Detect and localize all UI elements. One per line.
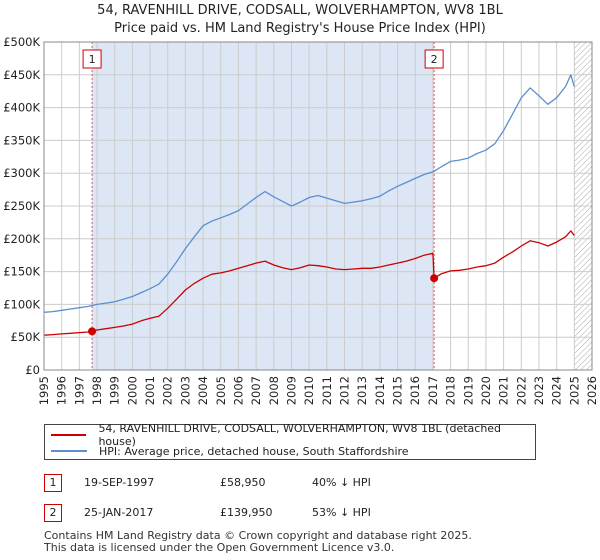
legend-swatch-hpi xyxy=(51,450,87,452)
y-tick-label: £0 xyxy=(25,363,40,377)
x-tick-label: 2005 xyxy=(214,376,228,405)
x-tick-label: 2010 xyxy=(302,376,316,405)
legend-swatch-property xyxy=(51,434,87,436)
y-tick-label: £200K xyxy=(3,232,40,246)
property-price-line xyxy=(43,230,575,336)
x-tick-label: 2009 xyxy=(284,376,298,405)
x-tick-label: 2023 xyxy=(532,376,546,405)
x-tick-label: 2013 xyxy=(355,376,369,405)
sale-point xyxy=(88,327,97,336)
y-tick-label: £100K xyxy=(3,297,40,311)
x-tick-label: 2007 xyxy=(249,376,263,405)
x-tick-label: 2022 xyxy=(514,376,528,405)
x-tick-label: 2003 xyxy=(178,376,192,405)
x-tick-label: 2019 xyxy=(461,376,475,405)
x-tick-label: 2024 xyxy=(550,376,564,405)
legend-item-property: 54, RAVENHILL DRIVE, CODSALL, WOLVERHAMP… xyxy=(51,422,535,448)
x-tick-label: 2021 xyxy=(497,376,511,405)
x-tick-label: 2011 xyxy=(320,376,334,405)
sale-marker-label: 1 xyxy=(89,53,96,66)
hpi-line xyxy=(43,74,575,313)
sale-point xyxy=(430,274,439,283)
x-tick-label: 2000 xyxy=(125,376,139,405)
title-line-1: 54, RAVENHILL DRIVE, CODSALL, WOLVERHAMP… xyxy=(97,3,503,18)
plot-border xyxy=(43,41,593,371)
legend-label-hpi: HPI: Average price, detached house, Sout… xyxy=(99,444,409,458)
x-tick-label: 2006 xyxy=(231,376,245,405)
x-tick-label: 2002 xyxy=(161,376,175,405)
sale-hpi-diff: 40% ↓ HPI xyxy=(312,476,371,489)
x-tick-label: 1997 xyxy=(72,376,86,405)
sale-hpi-diff: 53% ↓ HPI xyxy=(312,506,371,519)
x-tick-label: 2008 xyxy=(267,376,281,405)
x-tick-label: 2020 xyxy=(479,376,493,405)
x-tick-label: 2012 xyxy=(338,376,352,405)
x-tick-label: 2025 xyxy=(567,376,581,405)
x-tick-label: 1996 xyxy=(55,376,69,405)
y-tick-label: £400K xyxy=(3,101,40,115)
footer-line-1: Contains HM Land Registry data © Crown c… xyxy=(44,529,472,542)
x-tick-label: 2016 xyxy=(408,376,422,405)
sale-number-badge: 1 xyxy=(44,474,62,492)
legend-label-property: 54, RAVENHILL DRIVE, CODSALL, WOLVERHAMP… xyxy=(98,422,502,448)
y-tick-label: £300K xyxy=(3,166,40,180)
sale-date: 19-SEP-1997 xyxy=(84,476,155,489)
sale-number-badge: 2 xyxy=(44,504,62,522)
sale-date: 25-JAN-2017 xyxy=(84,506,154,519)
sale-price: £58,950 xyxy=(220,476,266,489)
title-line-2: Price paid vs. HM Land Registry's House … xyxy=(114,21,486,36)
x-tick-label: 2018 xyxy=(444,376,458,405)
footer-line-2: This data is licensed under the Open Gov… xyxy=(44,541,395,554)
sale-marker-box xyxy=(82,49,102,69)
x-tick-label: 2014 xyxy=(373,376,387,405)
y-tick-label: £150K xyxy=(3,265,40,279)
sale-marker-box xyxy=(424,49,444,69)
legend: 54, RAVENHILL DRIVE, CODSALL, WOLVERHAMP… xyxy=(44,422,536,460)
sale-price: £139,950 xyxy=(220,506,273,519)
x-tick-label: 2026 xyxy=(585,376,599,405)
x-tick-label: 2017 xyxy=(426,376,440,405)
x-tick-label: 1998 xyxy=(90,376,104,405)
legend-item-hpi: HPI: Average price, detached house, Sout… xyxy=(51,444,409,458)
y-tick-label: £50K xyxy=(11,330,41,344)
y-tick-label: £250K xyxy=(3,199,40,213)
y-tick-label: £350K xyxy=(3,133,40,147)
chart-title: 54, RAVENHILL DRIVE, CODSALL, WOLVERHAMP… xyxy=(0,2,600,38)
sale-row-2: 2 25-JAN-2017 £139,950 53% ↓ HPI xyxy=(44,504,584,524)
footer: Contains HM Land Registry data © Crown c… xyxy=(44,530,472,554)
sale-row-1: 1 19-SEP-1997 £58,950 40% ↓ HPI xyxy=(44,474,584,494)
y-tick-label: £450K xyxy=(3,68,40,82)
x-tick-label: 2001 xyxy=(143,376,157,405)
y-tick-label: £500K xyxy=(3,35,40,49)
x-tick-label: 2004 xyxy=(196,376,210,405)
x-tick-label: 1995 xyxy=(37,376,51,405)
price-chart: £0 £50K £100K £150K £200K £250K £300K £350K £400… xyxy=(3,35,599,405)
x-tick-label: 1999 xyxy=(108,376,122,405)
x-tick-label: 2015 xyxy=(391,376,405,405)
sale-marker-label: 2 xyxy=(431,53,438,66)
